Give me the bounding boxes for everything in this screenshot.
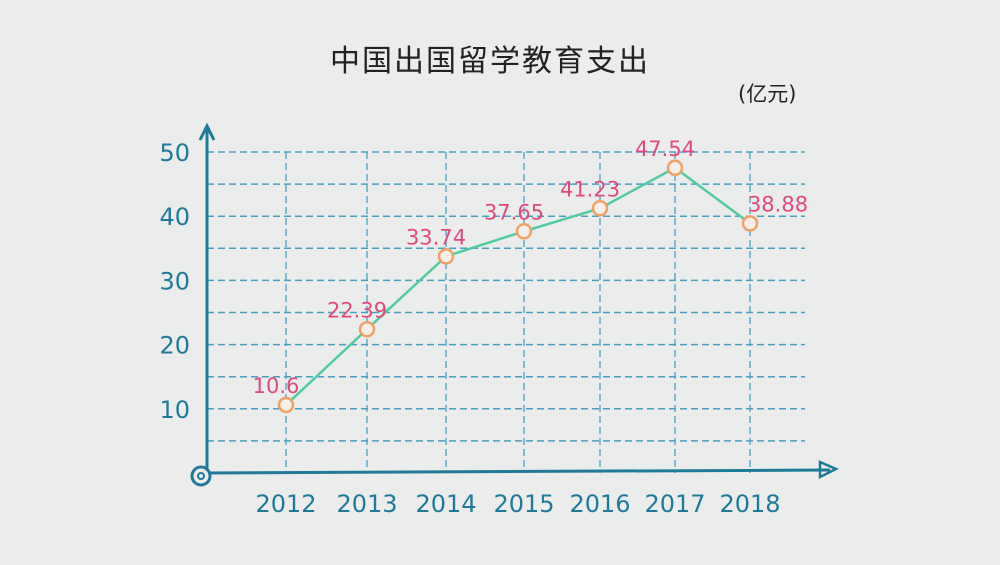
- origin-marker: [190, 465, 212, 487]
- x-tick-label: 2013: [336, 490, 397, 518]
- data-label: 47.54: [635, 137, 695, 161]
- data-point: [591, 200, 609, 217]
- data-point: [358, 321, 376, 338]
- unit-label: (亿元): [738, 82, 797, 106]
- x-axis: [206, 468, 831, 475]
- data-label: 33.74: [406, 225, 466, 249]
- data-point: [437, 248, 455, 265]
- y-axis-arrow-icon: [198, 122, 216, 141]
- data-point: [741, 215, 759, 232]
- chart-title: 中国出国留学教育支出: [330, 44, 650, 79]
- x-tick-label: 2018: [719, 490, 780, 518]
- y-tick-label: 40: [159, 203, 190, 231]
- data-point: [666, 159, 684, 177]
- data-label: 38.88: [748, 192, 808, 216]
- x-tick-label: 2016: [569, 490, 630, 518]
- origin-marker-inner: [197, 472, 205, 480]
- y-tick-label: 30: [159, 267, 190, 295]
- y-tick-label: 10: [159, 396, 190, 424]
- x-axis-arrow-icon: [818, 460, 839, 480]
- data-label: 22.39: [327, 298, 387, 322]
- data-label: 37.65: [484, 200, 544, 224]
- x-tick-label: 2014: [415, 490, 476, 518]
- x-tick-label: 2017: [644, 490, 705, 518]
- data-label: 41.23: [560, 177, 620, 201]
- data-point: [277, 396, 295, 414]
- data-label: 10.6: [253, 374, 300, 398]
- data-point: [515, 223, 533, 240]
- y-tick-label: 50: [159, 139, 190, 167]
- x-tick-label: 2012: [255, 490, 316, 518]
- y-tick-label: 20: [159, 332, 190, 360]
- x-tick-label: 2015: [493, 490, 554, 518]
